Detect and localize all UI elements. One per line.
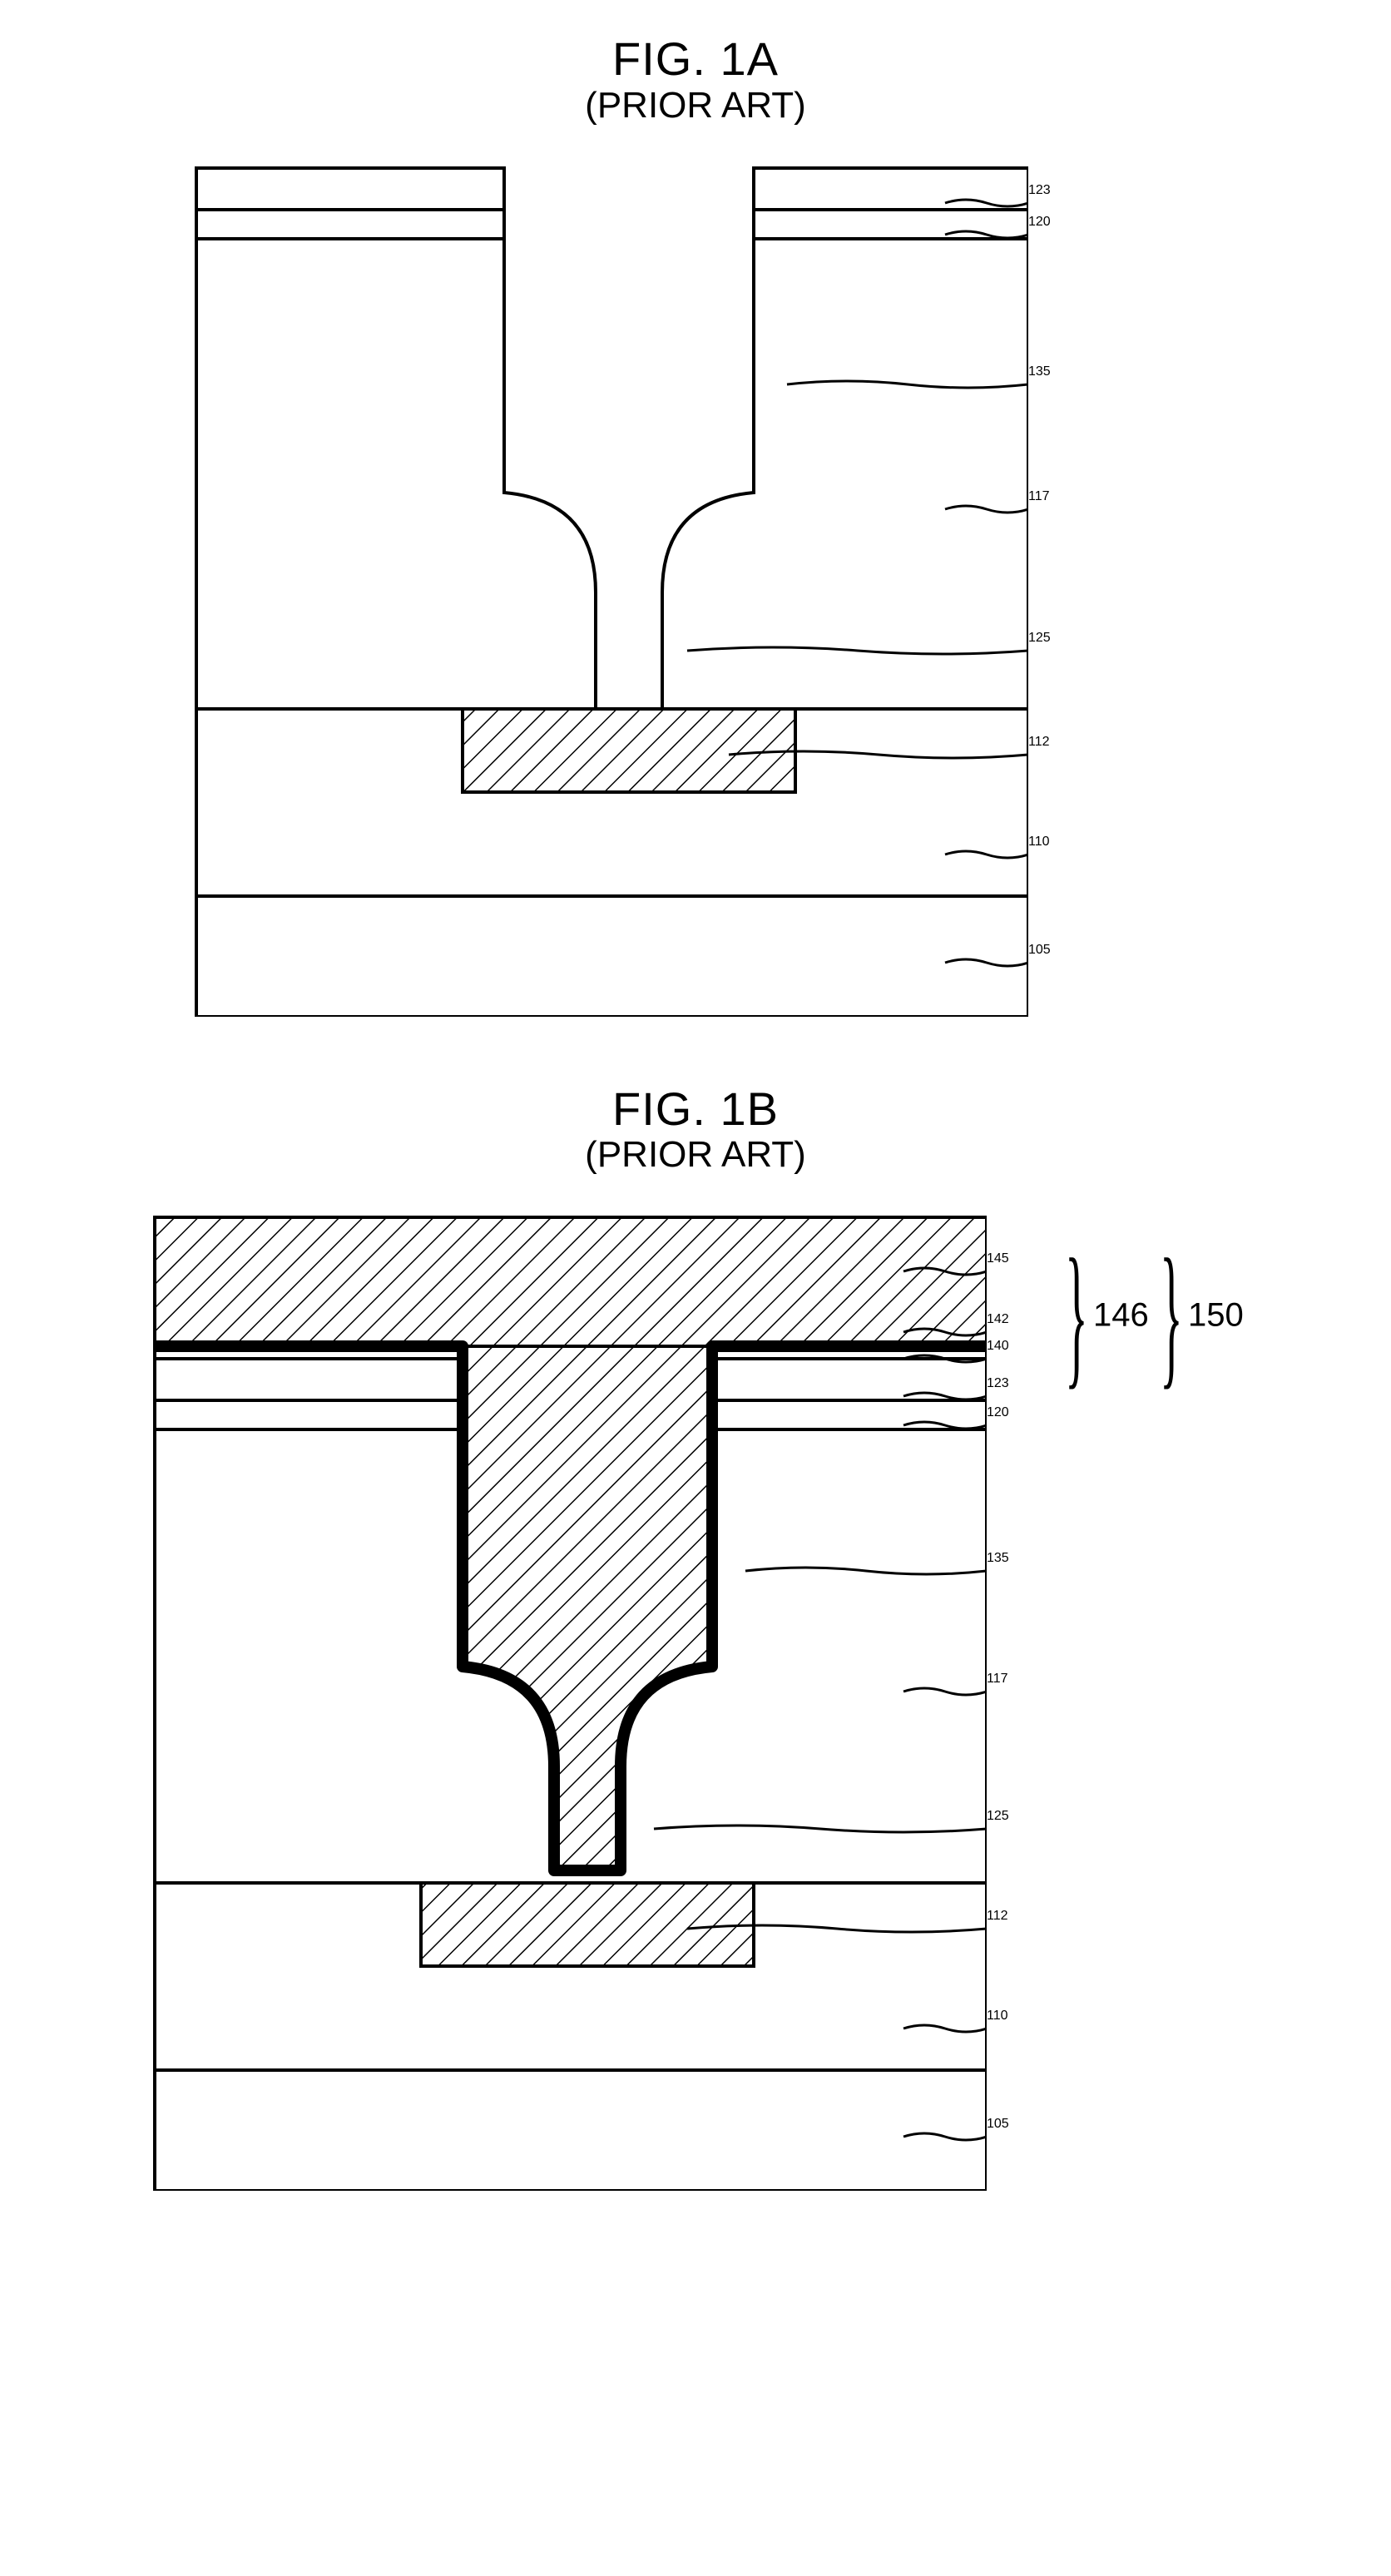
label-112: 112 <box>1028 735 1050 750</box>
label-140: 140 <box>987 1339 1009 1354</box>
label-125: 125 <box>987 1809 1009 1824</box>
fig-1b-subtitle: (PRIOR ART) <box>585 1134 806 1176</box>
label-145: 145 <box>987 1251 1009 1266</box>
label-110: 110 <box>1028 835 1050 850</box>
fig-1a-title: FIG. 1A <box>612 33 779 85</box>
label-123: 123 <box>1028 183 1051 198</box>
figure-1b: FIG. 1B (PRIOR ART) 145 142 140 123 120 135 11… <box>105 1083 1286 2192</box>
figure-1a: FIG. 1A (PRIOR ART) 123 120 135 117 125 112 11… <box>146 33 1245 1017</box>
fig-1a-subtitle: (PRIOR ART) <box>585 85 806 126</box>
label-120: 120 <box>987 1405 1009 1420</box>
label-117: 117 <box>987 1672 1008 1687</box>
fig-1a-labels: 123 120 135 117 125 112 110 105 <box>1028 143 1245 1017</box>
label-123: 123 <box>987 1376 1009 1391</box>
fig-1b-title: FIG. 1B <box>612 1083 779 1135</box>
label-117: 117 <box>1028 489 1050 504</box>
fig-1a-diagram <box>146 143 1028 1017</box>
label-135: 135 <box>1028 364 1051 379</box>
fig-1b-labels: 145142140123120135117125112110105}146}15… <box>987 1192 1286 2191</box>
label-110: 110 <box>987 2009 1008 2024</box>
label-120: 120 <box>1028 215 1051 230</box>
label-112: 112 <box>987 1909 1008 1924</box>
label-105: 105 <box>1028 943 1051 958</box>
label-142: 142 <box>987 1312 1009 1327</box>
label-125: 125 <box>1028 631 1051 646</box>
fig-1b-diagram <box>105 1192 987 2191</box>
label-105: 105 <box>987 2117 1009 2132</box>
label-135: 135 <box>987 1551 1009 1566</box>
